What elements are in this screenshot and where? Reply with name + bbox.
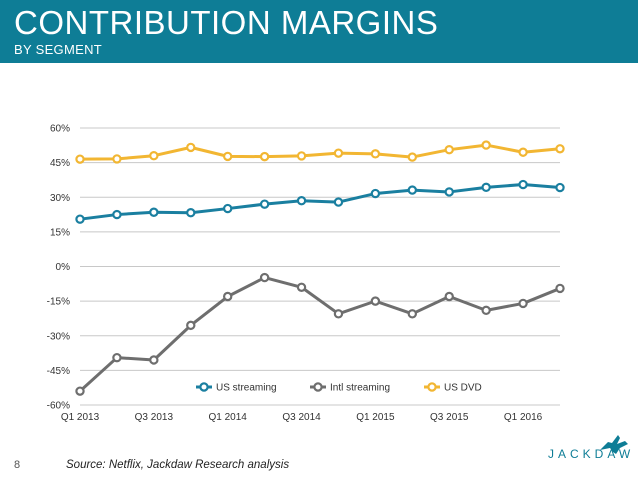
legend-marker-intl-streaming <box>313 382 323 392</box>
data-point-us-streaming <box>333 197 344 207</box>
x-tick-label: Q3 2015 <box>430 412 469 423</box>
data-point-us-streaming <box>149 207 159 217</box>
data-point-us-dvd <box>222 151 233 162</box>
data-point-us-streaming <box>555 182 565 193</box>
source-note: Source: Netflix, Jackdaw Research analys… <box>66 459 290 471</box>
legend-label-us-streaming: US streaming <box>216 383 277 394</box>
y-tick-label: 0% <box>56 262 71 273</box>
data-point-us-streaming <box>481 182 491 193</box>
data-point-us-streaming <box>518 179 528 190</box>
data-point-intl-streaming <box>112 352 122 363</box>
data-point-us-streaming <box>186 208 196 218</box>
data-point-intl-streaming <box>75 386 85 396</box>
legend-marker-us-dvd <box>427 382 437 392</box>
jackdaw-bird-icon <box>600 435 628 454</box>
brand-wordmark: JACKDAW <box>548 447 635 461</box>
data-point-us-dvd <box>407 152 418 162</box>
line-chart: -60% -45% -30% -15% 0% 15% 30% 45% 60% Q1 2013 Q3 … <box>47 124 565 423</box>
data-point-us-streaming <box>75 214 85 224</box>
x-tick-label: Q1 2013 <box>61 412 100 423</box>
data-point-us-dvd <box>112 154 122 164</box>
y-tick-label: -15% <box>47 297 70 308</box>
data-point-us-streaming <box>407 185 418 195</box>
data-point-intl-streaming <box>518 298 528 309</box>
x-tick-label: Q3 2014 <box>282 412 321 423</box>
page-number: 8 <box>14 459 21 471</box>
data-point-us-dvd <box>370 149 381 159</box>
data-point-us-dvd <box>296 151 307 161</box>
data-point-us-dvd <box>555 144 565 154</box>
data-point-us-dvd <box>481 140 491 150</box>
data-point-intl-streaming <box>259 272 270 283</box>
x-tick-label: Q1 2016 <box>504 412 543 423</box>
legend-label-us-dvd: US DVD <box>444 383 482 394</box>
legend-marker-us-streaming <box>199 382 209 392</box>
data-point-us-dvd <box>186 142 196 153</box>
page-subtitle: BY SEGMENT <box>14 42 103 57</box>
data-point-us-dvd <box>149 150 159 161</box>
y-tick-label: -45% <box>47 366 70 377</box>
y-tick-label: 15% <box>50 227 70 238</box>
series-line-intl-streaming <box>78 276 561 393</box>
series-line-us-streaming <box>79 183 561 221</box>
data-point-intl-streaming <box>296 282 307 292</box>
data-point-us-dvd <box>75 154 85 164</box>
legend-label-intl-streaming: Intl streaming <box>330 383 390 394</box>
data-point-intl-streaming <box>370 296 381 306</box>
y-tick-label: 45% <box>50 158 70 169</box>
data-point-us-streaming <box>444 187 454 197</box>
x-tick-label: Q1 2014 <box>209 412 248 423</box>
header-banner: CONTRIBUTION MARGINS BY SEGMENT <box>0 0 638 63</box>
data-point-us-dvd <box>259 151 270 162</box>
data-point-intl-streaming <box>407 309 418 319</box>
data-point-us-dvd <box>444 144 454 155</box>
data-point-us-streaming <box>259 199 270 209</box>
y-tick-label: -60% <box>47 401 70 412</box>
data-point-us-streaming <box>296 196 307 206</box>
series-line-us-dvd <box>79 143 561 161</box>
y-tick-label: 60% <box>50 124 70 135</box>
y-tick-label: -30% <box>47 331 70 342</box>
data-point-us-streaming <box>370 188 381 199</box>
data-point-intl-streaming <box>444 291 454 302</box>
data-point-us-streaming <box>222 203 233 214</box>
data-point-intl-streaming <box>222 291 233 302</box>
x-tick-label: Q3 2013 <box>135 412 174 423</box>
data-point-intl-streaming <box>333 309 344 319</box>
data-point-us-streaming <box>112 209 122 220</box>
data-point-us-dvd <box>333 148 344 158</box>
data-point-intl-streaming <box>555 283 565 294</box>
page-title: CONTRIBUTION MARGINS <box>14 4 439 41</box>
y-tick-label: 30% <box>50 193 70 204</box>
data-point-intl-streaming <box>481 305 491 316</box>
data-point-us-dvd <box>518 147 528 157</box>
data-point-intl-streaming <box>149 355 159 365</box>
data-point-intl-streaming <box>186 320 196 331</box>
x-tick-label: Q1 2015 <box>356 412 395 423</box>
